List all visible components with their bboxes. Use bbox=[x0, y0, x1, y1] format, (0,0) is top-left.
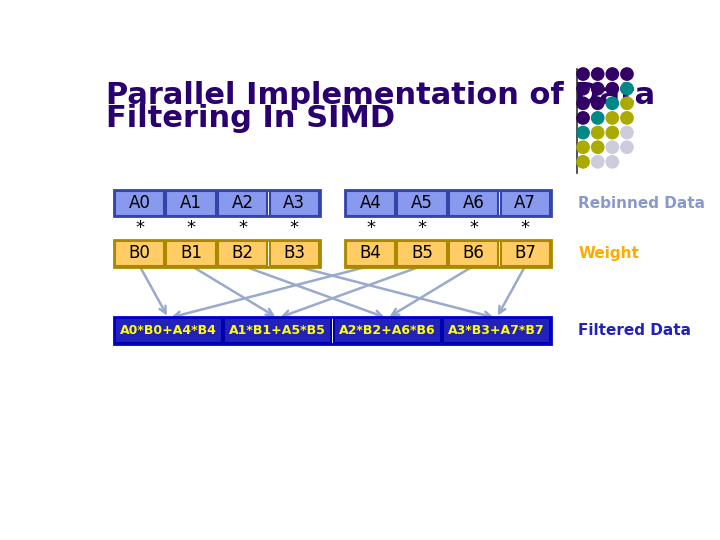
Text: Filtering In SIMD: Filtering In SIMD bbox=[106, 104, 395, 133]
Text: Weight: Weight bbox=[578, 246, 639, 261]
Text: Rebinned Data: Rebinned Data bbox=[578, 196, 706, 211]
Text: *: * bbox=[418, 219, 427, 237]
Text: A2: A2 bbox=[232, 194, 253, 212]
Text: *: * bbox=[135, 219, 144, 237]
Text: A4: A4 bbox=[359, 194, 382, 212]
Bar bbox=[500, 191, 550, 215]
Circle shape bbox=[621, 141, 633, 153]
Text: A3: A3 bbox=[283, 194, 305, 212]
Bar bbox=[218, 241, 267, 266]
Text: B6: B6 bbox=[463, 245, 485, 262]
Bar bbox=[114, 190, 320, 217]
Circle shape bbox=[577, 156, 589, 168]
Bar bbox=[218, 191, 267, 215]
Text: A1*B1+A5*B5: A1*B1+A5*B5 bbox=[229, 324, 326, 337]
Bar bbox=[397, 241, 447, 266]
Text: *: * bbox=[186, 219, 196, 237]
Circle shape bbox=[621, 68, 633, 80]
Circle shape bbox=[606, 83, 618, 95]
Text: B0: B0 bbox=[129, 245, 150, 262]
Bar bbox=[115, 318, 222, 343]
Circle shape bbox=[621, 126, 633, 139]
Circle shape bbox=[577, 68, 589, 80]
Bar bbox=[449, 241, 498, 266]
Text: A5: A5 bbox=[411, 194, 433, 212]
Text: B5: B5 bbox=[411, 245, 433, 262]
Circle shape bbox=[592, 83, 604, 95]
Circle shape bbox=[577, 112, 589, 124]
Circle shape bbox=[606, 112, 618, 124]
Circle shape bbox=[592, 112, 604, 124]
Text: Filtered Data: Filtered Data bbox=[578, 323, 691, 338]
Circle shape bbox=[606, 126, 618, 139]
Text: A7: A7 bbox=[514, 194, 536, 212]
Text: A0*B0+A4*B4: A0*B0+A4*B4 bbox=[120, 324, 217, 337]
Bar bbox=[500, 241, 550, 266]
Bar bbox=[115, 241, 164, 266]
Bar bbox=[443, 318, 550, 343]
Bar bbox=[345, 190, 551, 217]
Circle shape bbox=[577, 141, 589, 153]
Bar bbox=[115, 191, 164, 215]
Text: *: * bbox=[521, 219, 530, 237]
Text: *: * bbox=[366, 219, 375, 237]
Bar bbox=[346, 191, 395, 215]
Circle shape bbox=[577, 126, 589, 139]
Circle shape bbox=[621, 112, 633, 124]
Circle shape bbox=[621, 97, 633, 110]
Bar bbox=[346, 241, 395, 266]
Bar bbox=[345, 240, 551, 267]
Circle shape bbox=[592, 156, 604, 168]
Text: A0: A0 bbox=[129, 194, 150, 212]
Text: A6: A6 bbox=[463, 194, 485, 212]
Bar bbox=[270, 191, 319, 215]
Bar bbox=[397, 191, 447, 215]
Text: B1: B1 bbox=[180, 245, 202, 262]
Text: A2*B2+A6*B6: A2*B2+A6*B6 bbox=[339, 324, 436, 337]
Circle shape bbox=[606, 156, 618, 168]
Circle shape bbox=[592, 141, 604, 153]
Text: *: * bbox=[290, 219, 299, 237]
Circle shape bbox=[606, 68, 618, 80]
Circle shape bbox=[606, 141, 618, 153]
Bar bbox=[166, 191, 216, 215]
Circle shape bbox=[577, 83, 589, 95]
Circle shape bbox=[592, 126, 604, 139]
Bar bbox=[166, 241, 216, 266]
Bar bbox=[114, 318, 551, 343]
Bar bbox=[333, 318, 441, 343]
Circle shape bbox=[606, 97, 618, 110]
Circle shape bbox=[592, 97, 604, 110]
Text: B7: B7 bbox=[514, 245, 536, 262]
Text: *: * bbox=[469, 219, 478, 237]
Text: B3: B3 bbox=[283, 245, 305, 262]
Text: *: * bbox=[238, 219, 247, 237]
Circle shape bbox=[621, 83, 633, 95]
Text: B4: B4 bbox=[359, 245, 382, 262]
Text: A1: A1 bbox=[180, 194, 202, 212]
Circle shape bbox=[592, 68, 604, 80]
Bar bbox=[449, 191, 498, 215]
Text: A3*B3+A7*B7: A3*B3+A7*B7 bbox=[448, 324, 545, 337]
Circle shape bbox=[577, 97, 589, 110]
Bar bbox=[224, 318, 331, 343]
Text: B2: B2 bbox=[232, 245, 253, 262]
Text: Parallel Implementation of Data: Parallel Implementation of Data bbox=[106, 81, 654, 110]
Bar bbox=[114, 240, 320, 267]
Bar bbox=[270, 241, 319, 266]
